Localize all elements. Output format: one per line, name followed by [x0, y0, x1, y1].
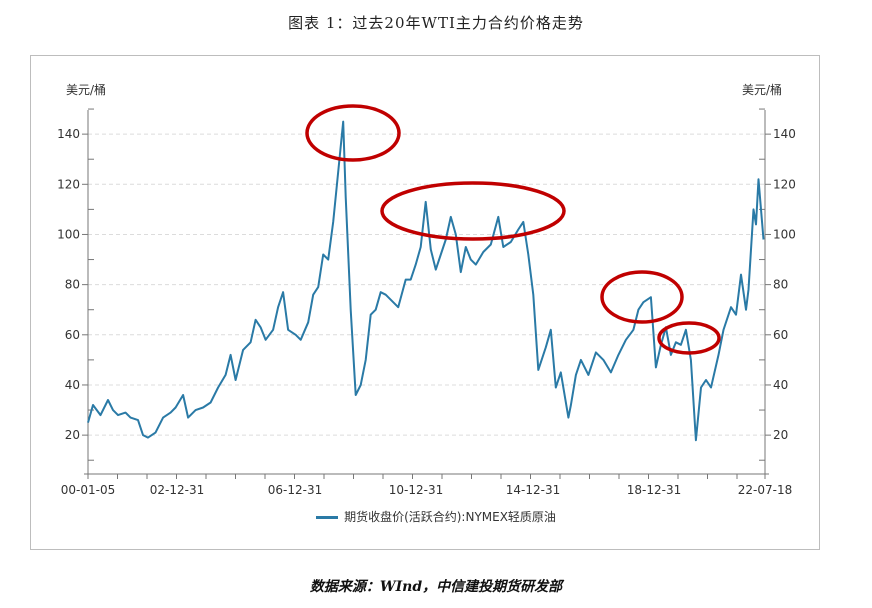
series-line-wti: [87, 120, 765, 442]
y-tick-left: 60: [65, 328, 80, 342]
highlight-ellipse-2011-2014: [380, 181, 566, 241]
y-tick-right: 100: [773, 227, 796, 241]
y-tick-right: 140: [773, 127, 796, 141]
y-tick-left: 120: [57, 177, 80, 191]
y-tick-right: 20: [773, 428, 788, 442]
legend-label: 期货收盘价(活跃合约):NYMEX轻质原油: [344, 510, 556, 524]
legend-swatch: [316, 516, 339, 519]
chart-title: 图表 1：过去20年WTI主力合约价格走势: [288, 14, 584, 32]
x-tick-label: 02-12-31: [150, 483, 204, 497]
y-tick-left: 40: [65, 378, 80, 392]
x-tick-label: 18-12-31: [627, 483, 681, 497]
x-tick-label: 14-12-31: [506, 483, 560, 497]
y-tick-right: 120: [773, 177, 796, 191]
grid-lines: [88, 133, 765, 436]
x-tick-label: 10-12-31: [389, 483, 443, 497]
axes: 20 20 40 40 60 60 80 80 100 100 120 120 140 140 00-01-…: [57, 108, 796, 497]
y-tick-left: 20: [65, 428, 80, 442]
x-tick-label: 00-01-05: [61, 483, 115, 497]
x-tick-label: 22-07-18: [738, 483, 792, 497]
highlight-ellipse-2008-peak: [305, 104, 401, 162]
y-tick-left: 140: [57, 127, 80, 141]
y-tick-left: 80: [65, 278, 80, 292]
legend: 期货收盘价(活跃合约):NYMEX轻质原油: [0, 508, 872, 525]
highlight-ellipse-2018: [600, 270, 684, 324]
chart-frame: [30, 55, 820, 550]
highlight-ellipse-2019: [657, 321, 721, 355]
y-tick-right: 40: [773, 378, 788, 392]
y-axis-unit-left: 美元/桶: [66, 82, 106, 97]
y-tick-right: 60: [773, 328, 788, 342]
y-tick-left: 100: [57, 227, 80, 241]
highlight-ellipses: [305, 104, 721, 355]
x-tick-label: 06-12-31: [268, 483, 322, 497]
y-tick-right: 80: [773, 278, 788, 292]
y-axis-unit-right: 美元/桶: [742, 82, 782, 97]
source-note: 数据来源：WInd，中信建投期货研发部: [309, 579, 563, 595]
